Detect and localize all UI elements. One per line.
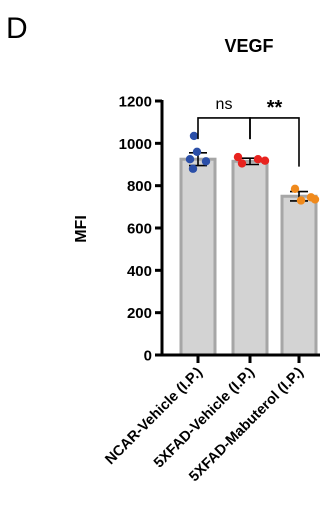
bar: [280, 194, 318, 357]
x-tick-label: NCAR-Vehicle (I.P.): [102, 364, 206, 468]
y-tick-label: 1200: [119, 94, 152, 111]
data-point: [290, 184, 300, 194]
bar: [179, 157, 217, 357]
bar: [231, 159, 269, 357]
panel-letter: D: [6, 12, 28, 45]
significance-label: **: [267, 97, 283, 119]
y-tick-label: 0: [144, 348, 152, 365]
data-point: [237, 159, 247, 168]
data-point: [310, 195, 320, 204]
data-point: [201, 157, 211, 166]
data-point: [185, 155, 195, 164]
data-point: [188, 164, 198, 173]
chart-title: VEGF: [224, 36, 273, 56]
y-tick-label: 200: [127, 305, 152, 322]
y-tick-label: 400: [127, 263, 152, 280]
significance-bracket: [197, 117, 251, 140]
data-point: [233, 152, 243, 162]
data-point: [296, 196, 306, 205]
y-tick-label: 1000: [119, 136, 152, 153]
significance-bracket: [249, 117, 300, 167]
significance-label: ns: [216, 96, 233, 113]
data-point: [253, 155, 263, 164]
plot-area: 0 200 400 600 800 1000 1200 NCAR-Vehicle (I.P.)…: [102, 94, 320, 485]
data-point: [260, 156, 270, 165]
data-point: [189, 131, 199, 141]
y-tick-label: 600: [127, 221, 152, 238]
y-axis-label: MFI: [73, 215, 90, 243]
data-point: [192, 147, 202, 156]
y-tick-label: 800: [127, 178, 152, 195]
